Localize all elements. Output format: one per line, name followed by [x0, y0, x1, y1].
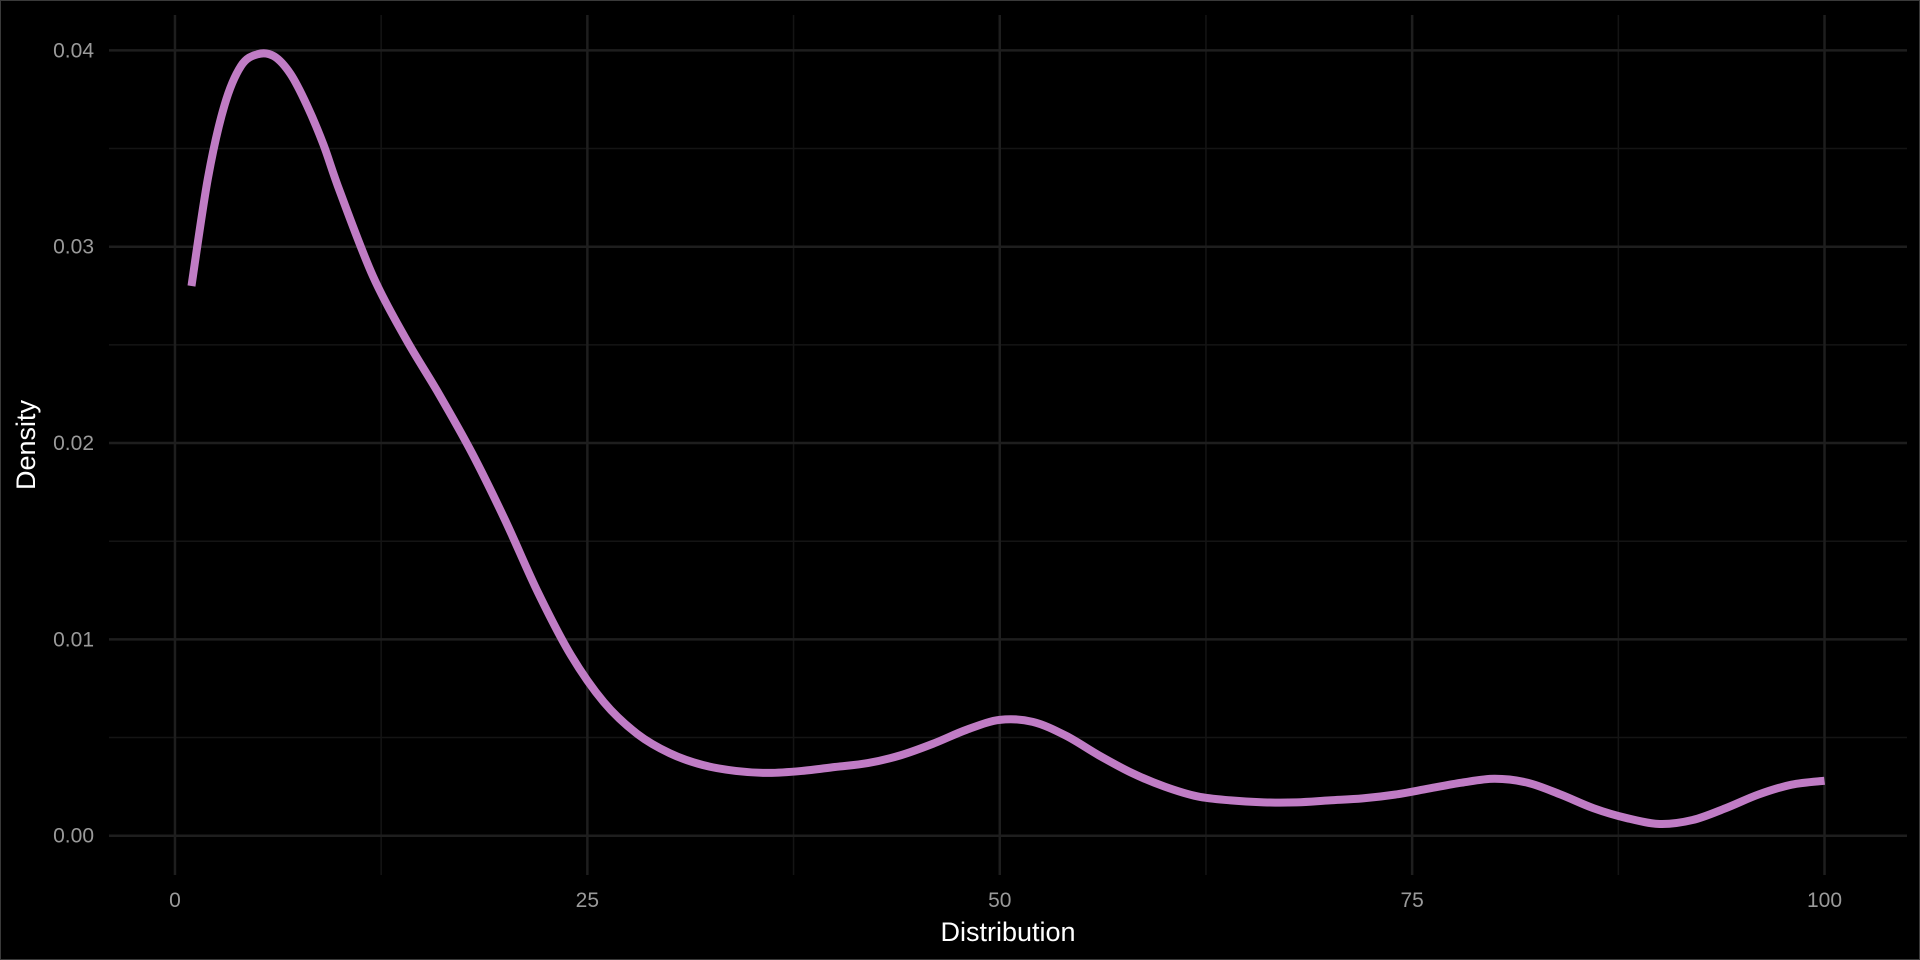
y-axis-title: Density	[11, 399, 41, 490]
y-tick-label: 0.02	[53, 432, 94, 455]
x-tick-label: 0	[169, 889, 181, 912]
series-layer	[187, 49, 1825, 828]
density-line	[187, 49, 1825, 828]
y-tick-label: 0.03	[53, 236, 94, 259]
y-tick-label: 0.04	[53, 39, 94, 62]
x-axis-title: Distribution	[940, 917, 1075, 947]
x-tick-label: 100	[1807, 889, 1842, 912]
x-tick-label: 25	[576, 889, 599, 912]
axis-layer: Distribution Density 0 25 50 75 100 0.00 0.01 0…	[11, 39, 1842, 947]
grid-layer	[109, 15, 1907, 875]
x-tick-label: 50	[988, 889, 1011, 912]
y-tick-label: 0.00	[53, 825, 94, 848]
x-tick-label: 75	[1400, 889, 1423, 912]
y-tick-label: 0.01	[53, 628, 94, 651]
